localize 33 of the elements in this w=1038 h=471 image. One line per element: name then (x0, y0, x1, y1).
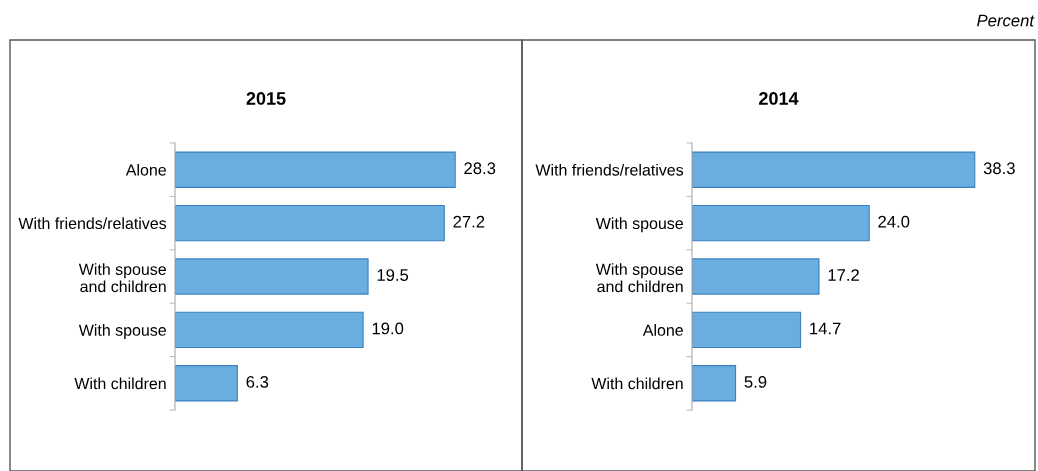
y-tick-label: Alone (642, 324, 683, 336)
bar (175, 151, 456, 188)
bar (692, 204, 870, 242)
bar (692, 151, 976, 188)
y-tick-label: Alone (125, 163, 166, 176)
data-label: 19.0 (372, 322, 404, 335)
chart-title: 2014 (759, 92, 799, 105)
y-tick-label: With spouse and children (78, 263, 166, 293)
y-tick-label: With spouse (595, 217, 683, 233)
chart-title: 2015 (246, 92, 286, 105)
y-tick-label: With spouse (78, 324, 166, 339)
text: Percent (977, 14, 1035, 27)
data-label: 19.5 (377, 269, 409, 281)
bar (175, 258, 369, 295)
y-tick-label: With friends/relatives (535, 163, 684, 176)
y-tick-label: With children (74, 377, 166, 390)
y-tick-label: With spouse and children (595, 263, 683, 293)
bar (692, 258, 820, 295)
data-label: 17.2 (828, 269, 859, 281)
data-label: 38.3 (983, 162, 1015, 175)
bar (175, 365, 238, 402)
data-label: 6.3 (246, 375, 269, 388)
bar (175, 311, 364, 349)
bar (692, 365, 737, 402)
data-label: 27.2 (453, 215, 485, 228)
y-tick-label: With children (591, 377, 683, 390)
data-label: 28.3 (464, 162, 496, 175)
data-label: 5.9 (744, 375, 767, 388)
y-tick-label: With friends/relatives (18, 217, 167, 230)
data-label: 24.0 (878, 215, 910, 228)
bar (175, 204, 445, 242)
bar (692, 311, 802, 349)
data-label: 14.7 (810, 322, 841, 335)
